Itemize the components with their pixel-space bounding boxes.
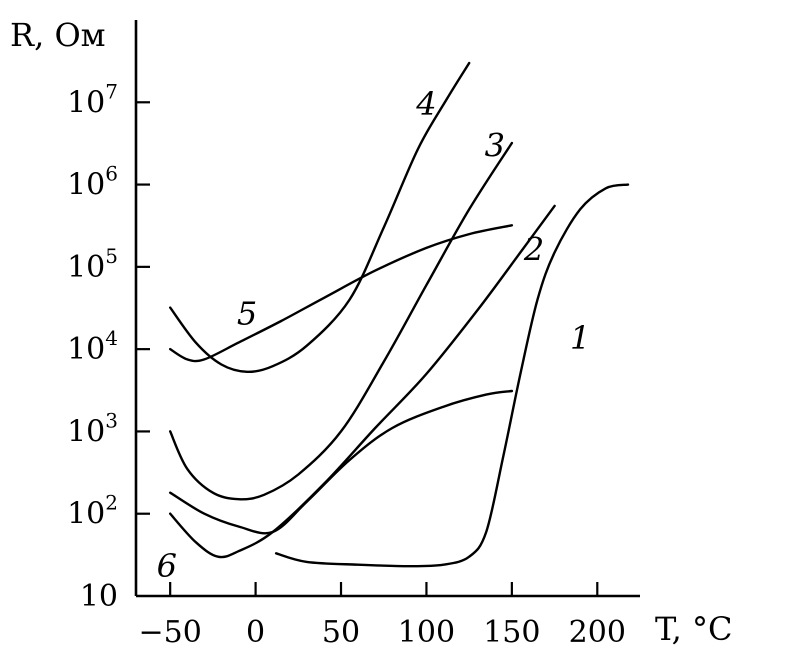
y-tick-label-base: 10 (67, 414, 105, 449)
curve-label-5: 5 (237, 294, 257, 332)
y-tick-label: 103 (67, 408, 118, 449)
curve-6 (169, 389, 514, 535)
y-tick-label-exponent: 6 (105, 162, 118, 186)
x-ticks: −50 0 50 100 150 200 (139, 582, 626, 650)
x-tick-label: 150 (483, 615, 540, 650)
y-tick-label-base: 10 (67, 250, 105, 285)
x-tick-label: 200 (569, 615, 626, 650)
y-tick-label: 104 (67, 326, 118, 367)
y-tick-label-exponent: 4 (105, 326, 118, 350)
y-tick-label-exponent: 2 (105, 491, 118, 515)
curves (169, 61, 630, 568)
axes (134, 20, 640, 598)
y-tick-label: 106 (67, 162, 118, 203)
y-tick-label-base: 10 (67, 332, 105, 367)
y-tick-label: 102 (67, 491, 118, 532)
curve-1 (274, 183, 630, 568)
y-tick-label: 10 (80, 579, 118, 614)
y-tick-label-exponent: 7 (105, 79, 118, 103)
curve-2 (169, 204, 556, 559)
x-tick-label: 100 (398, 615, 455, 650)
curve-4 (169, 61, 471, 374)
y-tick-label-base: 10 (67, 85, 105, 120)
curve-label-2: 2 (523, 230, 544, 268)
y-tick-label: 107 (67, 79, 118, 120)
curve-3 (169, 141, 514, 501)
y-tick-label-base: 10 (67, 168, 105, 203)
y-axis-title: R, Ом (10, 16, 106, 54)
x-tick-label: 50 (322, 615, 360, 650)
curve-label-6: 6 (157, 547, 177, 585)
y-tick-label-base: 10 (80, 579, 118, 614)
curve-labels: 1 2 3 4 5 6 (157, 85, 591, 585)
curve-label-1: 1 (570, 319, 590, 357)
curve-label-3: 3 (485, 126, 505, 164)
y-tick-label-exponent: 5 (105, 244, 118, 268)
curve-5 (169, 224, 514, 363)
x-tick-label: 0 (246, 615, 265, 650)
x-axis-title: T, °C (655, 610, 732, 648)
y-tick-label-base: 10 (67, 497, 105, 532)
y-tick-label: 105 (67, 244, 118, 285)
x-tick-label: −50 (139, 615, 202, 650)
y-tick-label-exponent: 3 (105, 408, 118, 432)
curve-label-4: 4 (415, 85, 436, 123)
